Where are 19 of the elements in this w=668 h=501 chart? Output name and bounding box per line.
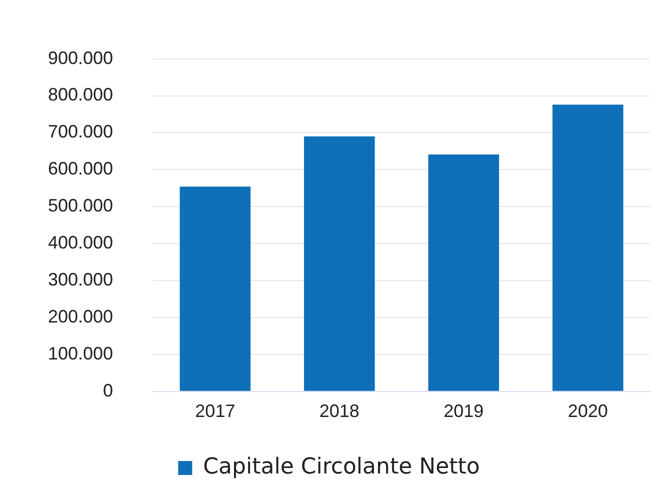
y-tick-label: 0 (103, 380, 114, 400)
y-tick-label: 700.000 (48, 122, 114, 142)
legend-label: Capitale Circolante Netto (203, 454, 480, 480)
y-tick-label: 100.000 (48, 343, 114, 364)
bar (552, 104, 624, 391)
bar (180, 186, 251, 391)
x-tick-label: 2018 (319, 401, 360, 422)
y-tick-label: 500.000 (48, 196, 114, 216)
y-tick-label: 200.000 (48, 306, 114, 326)
x-tick-label: 2020 (568, 401, 608, 422)
bar (428, 154, 500, 391)
y-tick-label: 900.000 (48, 48, 114, 68)
y-tick-label: 400.000 (48, 232, 114, 253)
x-tick-label: 2019 (444, 401, 484, 422)
y-tick-label: 600.000 (48, 158, 114, 179)
x-tick-label: 2017 (195, 401, 236, 422)
y-tick-label: 800.000 (48, 84, 114, 105)
y-tick-label: 300.000 (48, 270, 114, 290)
bar (304, 136, 375, 391)
